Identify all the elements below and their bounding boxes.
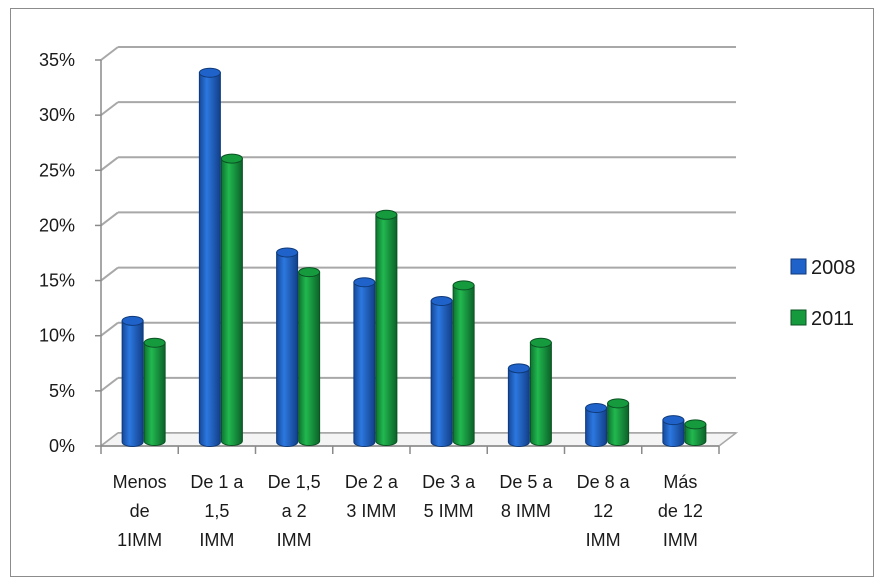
gridline-side bbox=[100, 377, 119, 392]
bar-top-2008 bbox=[507, 363, 530, 374]
bar-2011 bbox=[684, 423, 707, 446]
gridline-side bbox=[100, 156, 119, 172]
legend-swatch-2008 bbox=[790, 258, 807, 275]
bar-top-2008 bbox=[121, 315, 144, 326]
gridline-side bbox=[100, 46, 119, 61]
bar-top-2008 bbox=[353, 277, 376, 288]
legend-label-2008: 2008 bbox=[811, 257, 856, 279]
gridline-side bbox=[100, 211, 119, 227]
bar-top-2011 bbox=[684, 419, 707, 430]
bar-2008 bbox=[198, 72, 221, 447]
gridline-side bbox=[100, 101, 119, 116]
bar-2008 bbox=[121, 320, 144, 447]
y-tick-label: 30% bbox=[39, 105, 75, 125]
y-tick-label: 20% bbox=[39, 215, 75, 235]
x-tick-label: De 8 a 12 IMM bbox=[577, 472, 631, 550]
bar-2008 bbox=[353, 281, 376, 447]
chart-floor bbox=[98, 432, 739, 447]
legend-label-2011: 2011 bbox=[811, 308, 854, 330]
bar-2011 bbox=[143, 342, 166, 446]
bar-2008 bbox=[276, 252, 299, 447]
bar-top-2011 bbox=[529, 337, 552, 348]
x-tick-label: Más de 12 IMM bbox=[658, 472, 703, 550]
y-tick-label: 5% bbox=[49, 381, 75, 401]
y-tick-label: 35% bbox=[39, 50, 75, 70]
legend-swatch-2011 bbox=[790, 309, 807, 326]
bar-top-2011 bbox=[452, 280, 475, 291]
bar-top-2008 bbox=[430, 296, 453, 307]
bar-top-2011 bbox=[143, 337, 166, 348]
bar-top-2008 bbox=[276, 247, 299, 258]
bar-top-2008 bbox=[198, 67, 221, 78]
y-tick-label: 15% bbox=[39, 271, 75, 291]
bar-2011 bbox=[220, 158, 243, 446]
gridline-side bbox=[100, 266, 119, 282]
bar-2011 bbox=[529, 342, 552, 446]
bar-2011 bbox=[452, 284, 475, 446]
x-tick-label: De 1,5 a 2 IMM bbox=[268, 472, 321, 550]
bar-2011 bbox=[375, 214, 398, 446]
bar-2008 bbox=[430, 300, 453, 447]
bar-top-2011 bbox=[220, 153, 243, 164]
x-tick-label: De 1 a 1,5 IMM bbox=[190, 472, 244, 550]
bar-2008 bbox=[662, 419, 685, 447]
y-tick-label: 0% bbox=[49, 436, 75, 456]
y-tick-label: 10% bbox=[39, 326, 75, 346]
x-tick-label: Menos de 1IMM bbox=[113, 472, 167, 550]
bar-top-2011 bbox=[607, 398, 630, 409]
y-tick-label: 25% bbox=[39, 160, 75, 180]
bar-top-2011 bbox=[375, 209, 398, 220]
bar-2011 bbox=[298, 271, 321, 446]
bar-2008 bbox=[507, 367, 530, 447]
bar-top-2008 bbox=[662, 415, 685, 426]
bar-2008 bbox=[585, 407, 608, 447]
bar-top-2008 bbox=[585, 403, 608, 414]
bar-top-2011 bbox=[298, 267, 321, 278]
gridline-side bbox=[100, 321, 119, 337]
bar-2011 bbox=[607, 402, 630, 446]
